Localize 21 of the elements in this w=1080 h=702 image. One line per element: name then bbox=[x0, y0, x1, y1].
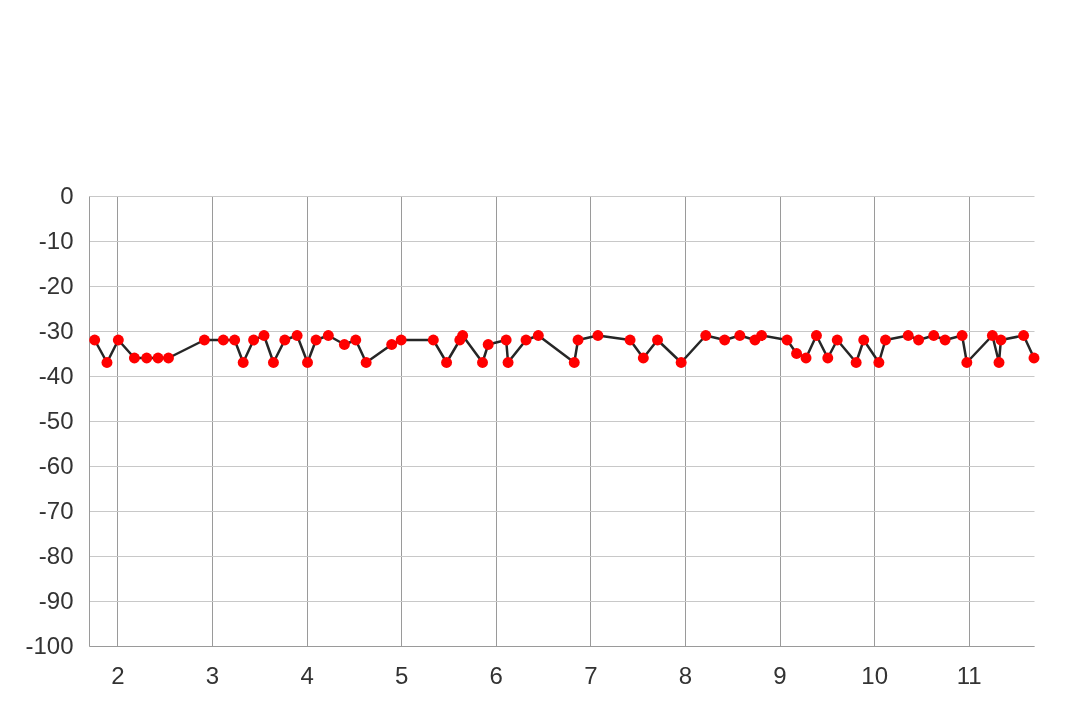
y-tick-label: -90 bbox=[38, 586, 74, 614]
y-tick-label: 0 bbox=[60, 181, 74, 209]
x-tick-label: 3 bbox=[205, 661, 220, 689]
y-tick-label: -10 bbox=[38, 226, 74, 254]
x-tick-label: 4 bbox=[300, 661, 314, 689]
x-tick-label: 5 bbox=[394, 661, 409, 689]
x-tick-label: 6 bbox=[489, 661, 503, 689]
x-tick-label: 11 bbox=[956, 661, 982, 689]
x-tick-label: 8 bbox=[678, 661, 693, 689]
x-tick-label: 10 bbox=[861, 661, 888, 689]
y-tick-label: -40 bbox=[38, 361, 74, 389]
y-tick-label: -100 bbox=[25, 631, 74, 659]
y-tick-label: -20 bbox=[38, 271, 74, 299]
x-tick-label: 2 bbox=[111, 661, 125, 689]
x-tick-label: 9 bbox=[773, 661, 787, 689]
y-tick-label: -50 bbox=[38, 406, 74, 434]
y-tick-label: -80 bbox=[38, 541, 74, 569]
y-tick-label: -30 bbox=[38, 316, 74, 344]
y-tick-label: -70 bbox=[38, 496, 74, 524]
x-tick-label: 7 bbox=[584, 661, 598, 689]
y-tick-label: -60 bbox=[38, 451, 74, 479]
